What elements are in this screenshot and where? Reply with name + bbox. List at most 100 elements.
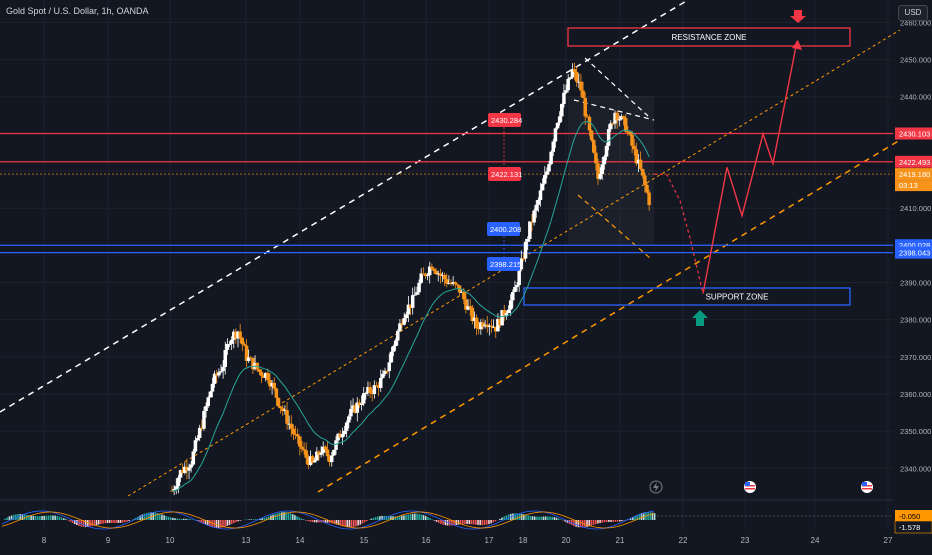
macd-histogram-bar: [4, 519, 6, 520]
macd-histogram-bar: [231, 520, 233, 524]
macd-histogram-bar: [303, 519, 305, 520]
candle-body: [187, 468, 191, 471]
macd-histogram-bar: [185, 519, 187, 520]
macd-histogram-bar: [122, 520, 124, 523]
macd-histogram-bar: [608, 520, 610, 522]
macd-histogram-bar: [43, 516, 45, 520]
macd-histogram-bar: [556, 518, 558, 520]
macd-histogram-bar: [475, 520, 477, 525]
candle-body: [392, 346, 396, 352]
chart-title: Gold Spot / U.S. Dollar, 1h, OANDA: [6, 6, 149, 16]
candle-body: [556, 123, 560, 128]
us-flag-canton: [745, 482, 750, 486]
macd-histogram-bar: [65, 519, 67, 520]
candle-body: [177, 478, 181, 487]
candle-body: [243, 344, 247, 345]
candle-body: [603, 157, 607, 165]
last-price-tag: 2419.180: [899, 170, 930, 179]
y-tick-label: 2440.000: [900, 93, 931, 102]
macd-histogram-bar: [436, 520, 438, 522]
macd-histogram-bar: [277, 513, 279, 520]
macd-histogram-bar: [399, 516, 401, 520]
macd-histogram-bar: [294, 515, 296, 520]
macd-histogram-bar: [362, 520, 364, 523]
macd-histogram-bar: [115, 520, 117, 523]
candle-body: [628, 132, 632, 134]
macd-histogram-bar: [264, 518, 266, 520]
candle-body: [411, 295, 415, 308]
candle-body: [558, 116, 562, 122]
macd-histogram-bar: [654, 513, 656, 520]
macd-histogram-bar: [52, 515, 54, 520]
candle-body: [334, 440, 338, 450]
candle-body: [513, 287, 517, 292]
candle-body: [343, 431, 347, 434]
x-tick-label: 17: [485, 536, 494, 545]
candle-body: [569, 77, 573, 78]
candle-body: [454, 282, 458, 284]
macd-histogram-bar: [91, 520, 93, 526]
macd-histogram-bar: [538, 517, 540, 520]
macd-histogram-bar: [296, 516, 298, 520]
candle-body: [394, 341, 398, 347]
candle-body: [272, 383, 276, 388]
macd-histogram-bar: [593, 520, 595, 525]
candle-body: [592, 140, 596, 153]
candle-body: [430, 267, 434, 269]
x-tick-label: 21: [616, 536, 625, 545]
y-tick-label: 2350.000: [900, 427, 931, 436]
macd-histogram-bar: [355, 520, 357, 526]
macd-histogram-bar: [6, 518, 8, 520]
macd-histogram-bar: [118, 520, 120, 523]
candle-body: [579, 82, 583, 91]
candle-body: [468, 306, 472, 307]
macd-histogram-bar: [224, 520, 226, 527]
macd-histogram-bar: [615, 520, 617, 522]
candle-body: [202, 411, 206, 429]
us-flag-stripe: [745, 488, 755, 490]
macd-histogram-bar: [490, 520, 492, 523]
macd-histogram-bar: [100, 520, 102, 524]
candle-body: [517, 269, 521, 285]
y-tick-label: 2370.000: [900, 353, 931, 362]
candle-body: [415, 292, 419, 294]
macd-histogram-bar: [128, 520, 130, 521]
macd-histogram-bar: [174, 518, 176, 520]
macd-histogram-bar: [412, 514, 414, 520]
macd-histogram-bar: [349, 520, 351, 527]
macd-histogram-bar: [545, 516, 547, 520]
candle-body: [347, 416, 351, 422]
candle-body: [590, 130, 594, 140]
macd-histogram-bar: [612, 520, 614, 522]
macd-histogram-bar: [279, 513, 281, 520]
macd-histogram-bar: [39, 516, 41, 520]
macd-histogram-bar: [410, 514, 412, 520]
macd-histogram-bar: [495, 520, 497, 521]
macd-histogram-bar: [469, 520, 471, 524]
candle-body: [228, 344, 232, 345]
candle-body: [279, 406, 283, 408]
macd-histogram-bar: [292, 514, 294, 520]
macd-histogram-bar: [414, 514, 416, 520]
candle-body: [206, 397, 210, 406]
macd-histogram-bar: [155, 513, 157, 520]
us-flag-stripe: [862, 488, 872, 490]
candle-body: [601, 164, 605, 174]
macd-histogram-bar: [290, 513, 292, 520]
macd-histogram-bar: [403, 515, 405, 520]
candle-body: [345, 423, 349, 431]
candle-body: [443, 275, 447, 279]
candle-body: [300, 447, 304, 449]
macd-histogram-bar: [586, 520, 588, 527]
macd-histogram-bar: [554, 517, 556, 520]
candle-body: [594, 153, 598, 164]
currency-button[interactable]: USD: [898, 5, 928, 21]
candle-body: [204, 406, 208, 411]
macd-histogram-bar: [540, 517, 542, 520]
macd-histogram-bar: [464, 520, 466, 524]
candle-body: [605, 146, 609, 157]
macd-histogram-bar: [159, 514, 161, 520]
macd-histogram-bar: [50, 515, 52, 520]
